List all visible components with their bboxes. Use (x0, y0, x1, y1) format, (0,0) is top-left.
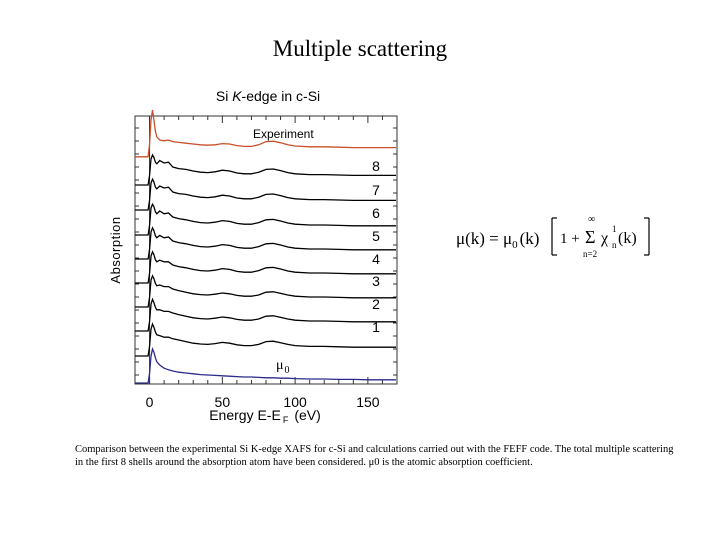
series-label-8: 8 (372, 158, 380, 174)
series-label-4: 4 (372, 251, 380, 267)
formula-one-plus: 1 + (560, 231, 580, 247)
x-tick-labels: 0 50 100 150 (146, 394, 380, 410)
x-tick-label: 0 (146, 394, 154, 410)
series-line-shell-7 (135, 177, 396, 211)
formula-chi-sup: 1 (612, 224, 617, 234)
formula-sum-top: ∞ (588, 214, 595, 225)
series-label-1: 1 (372, 319, 380, 335)
series-line-shell-6 (135, 202, 396, 236)
formula-chi: χ (600, 230, 609, 247)
figure-caption: Comparison between the experimental Si K… (75, 444, 674, 468)
series-line-mu0 (135, 346, 396, 384)
formula: μ(k) = μ0 (k) 1 + ∞ Σ n=2 χ 1 n (k) (456, 214, 650, 259)
formula-lhs: μ(k) = μ0 (k) (456, 229, 539, 251)
x-tick-label: 50 (215, 394, 231, 410)
series-labels: 8 7 6 5 4 3 2 1 (372, 158, 380, 335)
series-label-2: 2 (372, 296, 380, 312)
x-tick-label: 100 (283, 394, 307, 410)
series-line-shell-4 (135, 250, 396, 284)
series-label-6: 6 (372, 205, 380, 221)
series-line-shell-1 (135, 322, 396, 357)
series-line-experiment (135, 109, 396, 158)
formula-chi-arg: (k) (618, 230, 637, 247)
x-tick-label: 150 (356, 394, 380, 410)
series-label-7: 7 (372, 182, 380, 198)
y-axis-label: Absorption (108, 216, 123, 283)
formula-sum: Σ (585, 227, 595, 247)
formula-chi-sub: n (612, 240, 617, 250)
mu0-label: μ0 (276, 358, 290, 376)
series-line-shell-2 (135, 297, 396, 332)
formula-sum-bottom: n=2 (583, 249, 597, 259)
slide-title: Multiple scattering (272, 36, 448, 61)
series-line-shell-3 (135, 274, 396, 308)
series-label-5: 5 (372, 228, 380, 244)
x-axis-label: Energy E-E F (eV) (209, 407, 321, 425)
series-label-3: 3 (372, 273, 380, 289)
series-line-shell-5 (135, 226, 396, 260)
legend-experiment: Experiment (253, 127, 314, 141)
series-line-shell-8 (135, 153, 396, 186)
series-group (135, 109, 396, 384)
chart-title: Si K-edge in c-Si (216, 88, 320, 104)
